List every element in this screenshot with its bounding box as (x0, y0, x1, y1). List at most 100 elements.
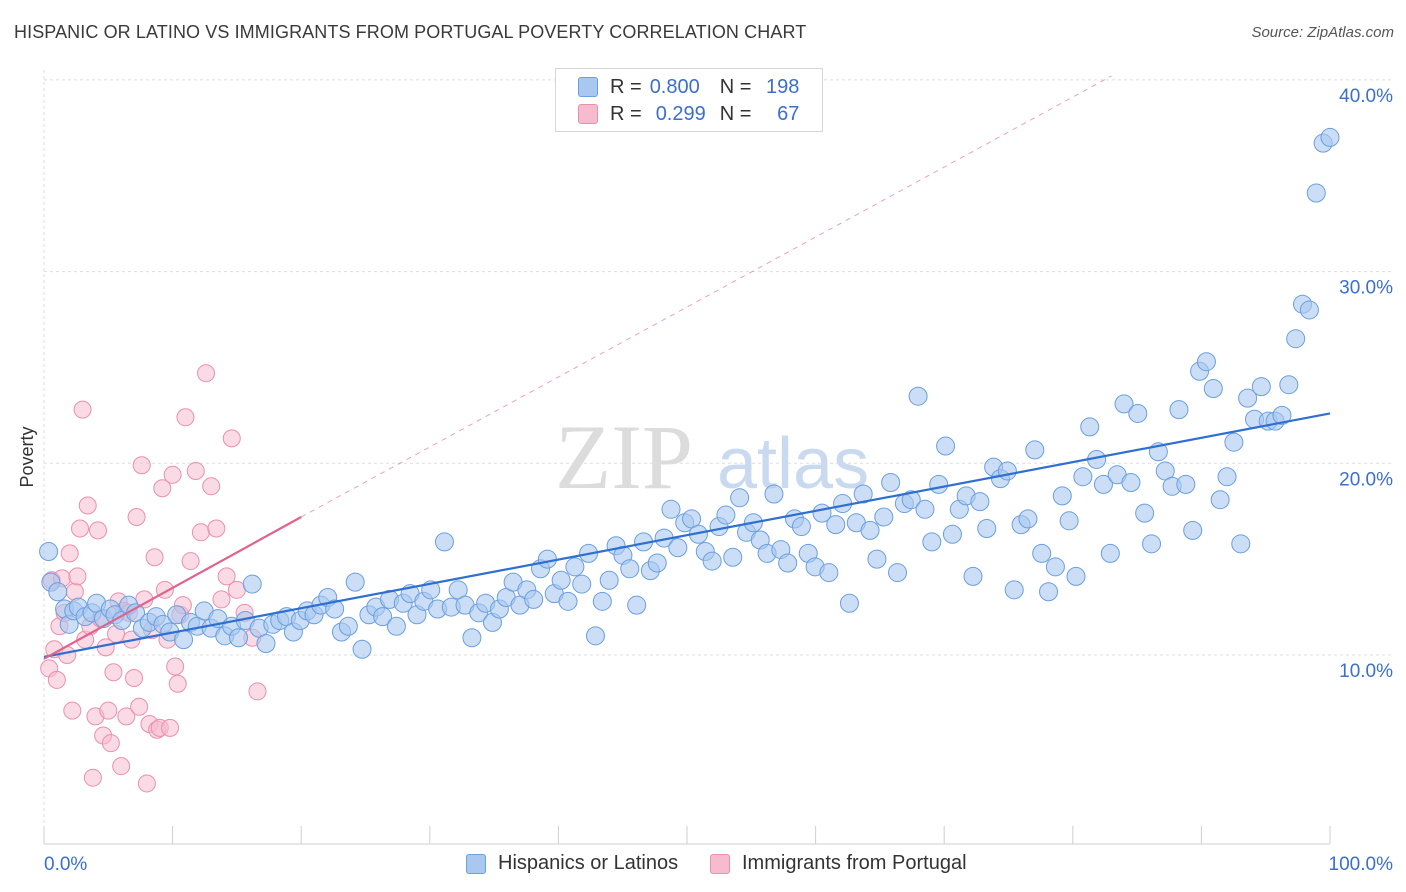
data-point-portugal (68, 567, 87, 586)
data-point-portugal (153, 479, 172, 498)
data-point-hispanic (345, 572, 365, 592)
data-point-portugal (125, 669, 144, 688)
data-point-hispanic (791, 517, 811, 537)
data-point-hispanic (174, 630, 194, 650)
legend-n-label: N = (719, 75, 752, 98)
data-point-portugal (217, 567, 236, 586)
data-point-hispanic (572, 574, 592, 594)
watermark-zip: ZIP (555, 406, 693, 508)
data-point-hispanic (716, 505, 736, 525)
legend-r-label: R = (610, 102, 642, 125)
legend-r-value: 0.299 (655, 102, 706, 125)
data-point-hispanic (1299, 300, 1319, 320)
data-point-portugal (127, 507, 146, 526)
legend-n-value: 67 (777, 102, 800, 125)
trendline-portugal (43, 516, 302, 660)
data-point-hispanic (1059, 511, 1079, 531)
data-point-hispanic (647, 553, 667, 573)
data-point-hispanic (1183, 520, 1203, 540)
data-point-hispanic (1210, 490, 1230, 510)
legend-swatch-pink (710, 853, 730, 874)
data-point-hispanic (915, 499, 935, 519)
y-tick-label: 40.0% (1339, 86, 1393, 107)
data-point-hispanic (1066, 566, 1086, 586)
data-point-hispanic (599, 570, 619, 590)
data-point-hispanic (620, 559, 640, 579)
chart-title: HISPANIC OR LATINO VS IMMIGRANTS FROM PO… (14, 22, 807, 42)
data-point-portugal (191, 523, 210, 542)
legend-item-portugal: Immigrants from Portugal (710, 852, 967, 875)
data-point-portugal (47, 670, 66, 689)
data-point-hispanic (1272, 405, 1292, 425)
data-point-hispanic (1045, 557, 1065, 577)
data-point-hispanic (39, 541, 59, 561)
data-point-hispanic (922, 532, 942, 552)
data-point-portugal (89, 521, 108, 540)
data-point-hispanic (1231, 534, 1251, 554)
data-point-hispanic (901, 490, 921, 510)
series-immigrants-from-portugal (40, 364, 267, 793)
data-point-portugal (163, 465, 182, 484)
data-point-hispanic (702, 551, 722, 571)
series-legend: Hispanics or Latinos Immigrants from Por… (0, 852, 1406, 878)
legend-row-portugal: R = 0.299 N = 67 (578, 101, 799, 127)
trendline-portugal-extension (300, 75, 1112, 518)
data-point-hispanic (585, 626, 605, 646)
data-point-hispanic (1135, 503, 1155, 523)
data-point-portugal (207, 519, 226, 538)
y-axis-label: Poverty (17, 426, 37, 487)
data-point-hispanic (661, 499, 681, 519)
data-point-portugal (63, 701, 82, 720)
data-point-hispanic (668, 538, 688, 558)
x-tick-label: 0.0% (44, 854, 87, 875)
data-point-portugal (83, 768, 102, 787)
data-point-hispanic (723, 547, 743, 567)
data-point-hispanic (1080, 417, 1100, 437)
data-point-hispanic (839, 593, 859, 613)
data-point-hispanic (1025, 440, 1045, 460)
data-point-portugal (104, 663, 123, 682)
data-point-hispanic (1217, 467, 1237, 487)
watermark: ZIP atlas (555, 406, 869, 508)
data-point-hispanic (1203, 379, 1223, 399)
legend-r-label: R = (610, 75, 642, 98)
y-tick-label: 10.0% (1339, 661, 1393, 682)
series-hispanics-or-latinos (39, 127, 1340, 659)
data-point-hispanic (764, 484, 784, 504)
data-point-hispanic (627, 595, 647, 615)
data-point-hispanic (242, 574, 262, 594)
data-point-hispanic (592, 591, 612, 611)
data-point-hispanic (888, 563, 908, 583)
data-point-hispanic (558, 591, 578, 611)
data-point-hispanic (352, 639, 372, 659)
data-point-portugal (181, 552, 200, 571)
data-point-hispanic (229, 628, 249, 648)
data-point-hispanic (1169, 400, 1189, 420)
data-point-hispanic (434, 532, 454, 552)
trendline-hispanics (43, 412, 1331, 658)
data-point-hispanic (1052, 486, 1072, 506)
data-point-hispanic (551, 570, 571, 590)
data-point-hispanic (908, 386, 928, 406)
data-point-portugal (137, 774, 156, 793)
data-point-portugal (117, 707, 136, 726)
data-point-hispanic (462, 628, 482, 648)
data-point-portugal (166, 657, 185, 676)
data-point-hispanic (48, 582, 68, 602)
data-point-hispanic (1100, 543, 1120, 563)
data-point-portugal (65, 582, 84, 601)
data-point-hispanic (373, 607, 393, 627)
data-point-hispanic (565, 557, 585, 577)
legend-n-value: 198 (766, 75, 800, 98)
data-point-portugal (71, 519, 90, 538)
data-point-hispanic (860, 520, 880, 540)
legend-n-label: N = (719, 102, 752, 125)
data-point-portugal (78, 496, 97, 515)
trendlines (43, 75, 1331, 660)
data-point-hispanic (826, 515, 846, 535)
data-point-hispanic (338, 616, 358, 636)
legend-row-hispanics: R = 0.800 N = 198 (578, 74, 799, 100)
data-point-portugal (202, 477, 221, 496)
data-point-hispanic (1039, 582, 1059, 602)
